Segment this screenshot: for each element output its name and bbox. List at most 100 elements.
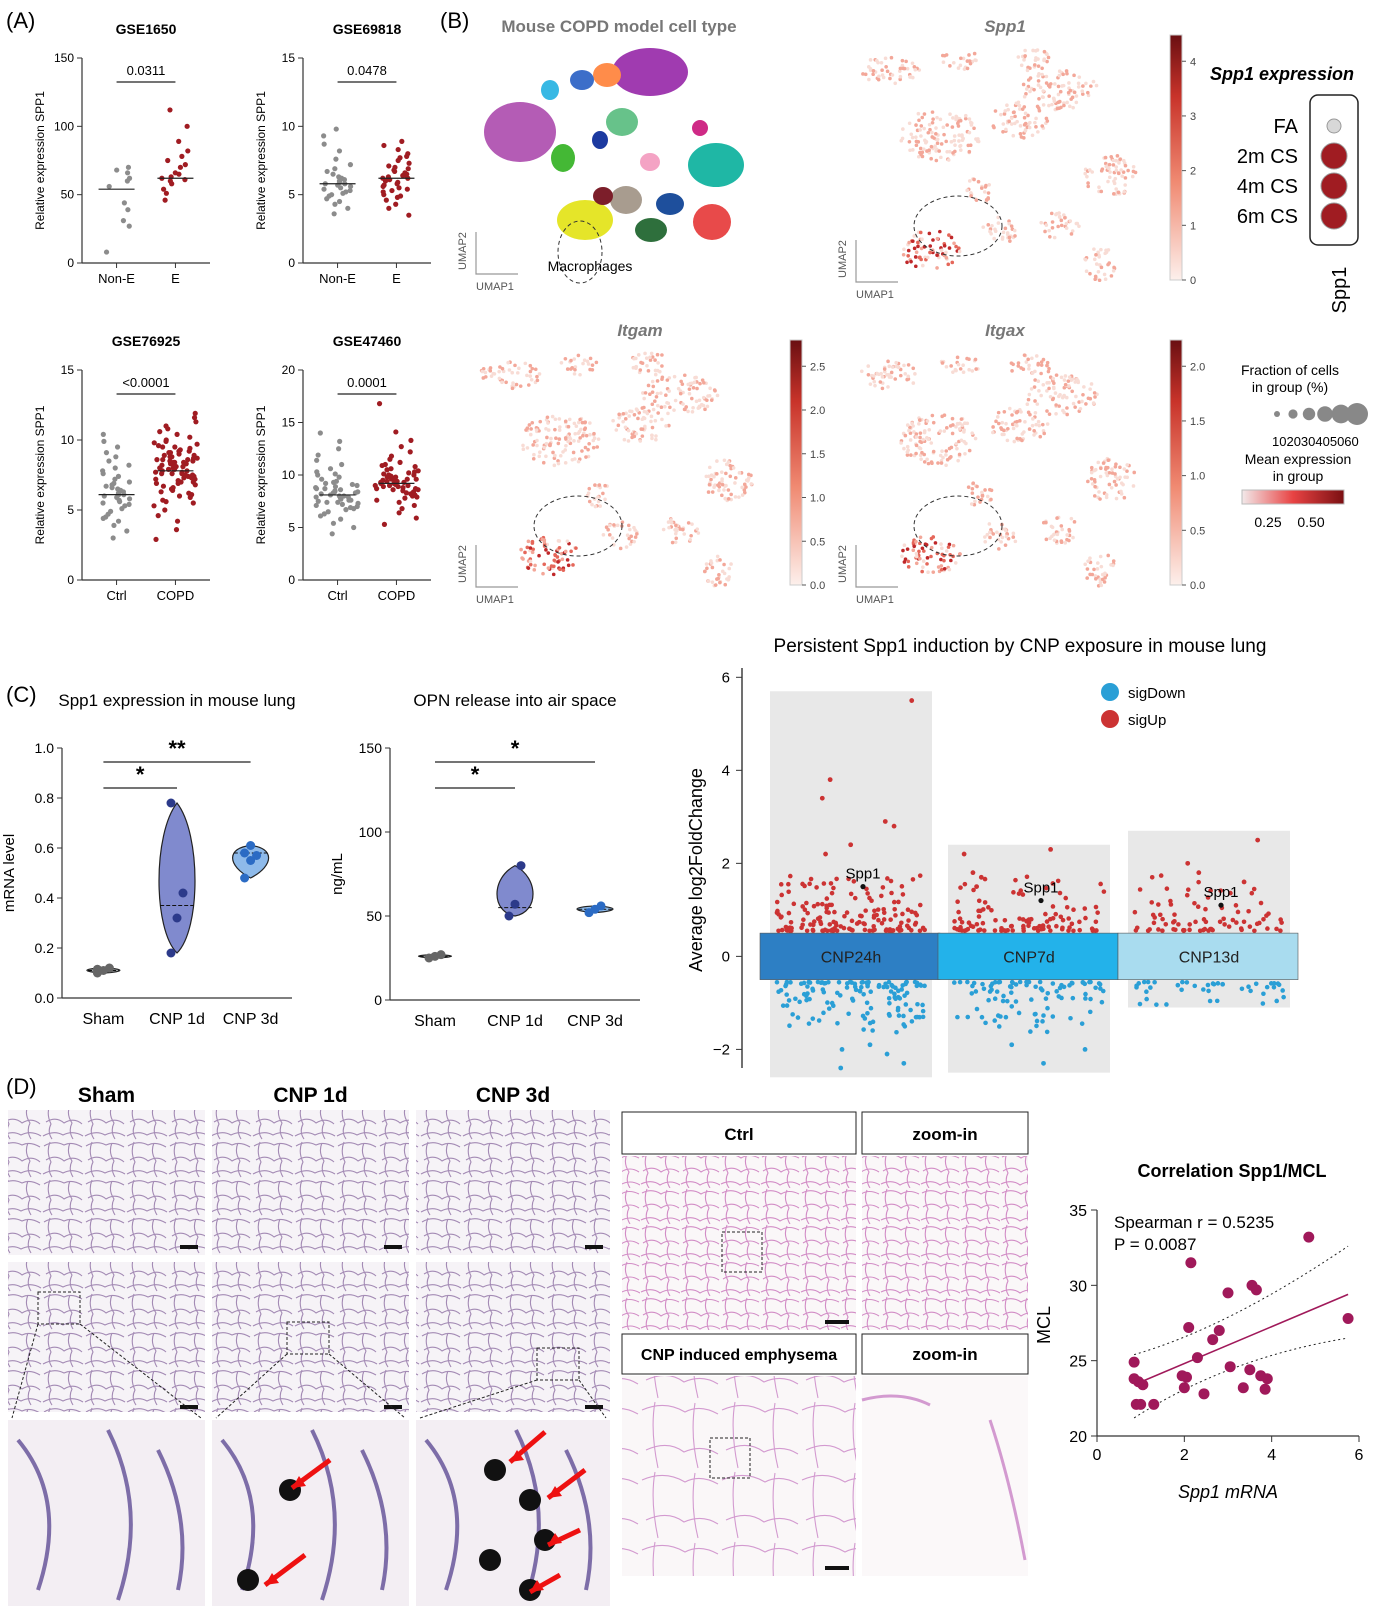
sig-up-point <box>879 893 884 899</box>
cell-point <box>572 357 577 361</box>
cell-point <box>1034 116 1038 121</box>
sig-up-point <box>1222 922 1227 927</box>
histology-image <box>8 1110 205 1255</box>
data-point <box>126 479 133 485</box>
cell-point <box>481 376 486 380</box>
sig-up-point <box>1145 928 1151 934</box>
cell-point <box>938 429 943 433</box>
cell-point <box>905 423 910 427</box>
sig-down-point <box>1001 993 1006 999</box>
dotplot-group-label: 4m CS <box>1237 176 1298 198</box>
cell-point <box>961 56 966 61</box>
cell-point <box>636 416 640 421</box>
sig-down-point <box>1206 988 1211 994</box>
cell-point <box>1057 394 1061 399</box>
cell-point <box>706 394 710 398</box>
cell-point <box>982 190 987 194</box>
cell-point <box>958 367 963 371</box>
cell-point <box>1039 371 1043 376</box>
cell-point <box>1126 168 1130 173</box>
sig-down-point <box>915 1001 920 1007</box>
cell-point <box>1007 119 1011 124</box>
sig-up-point <box>802 907 808 913</box>
significance-label: * <box>471 762 480 787</box>
cell-point <box>929 545 934 550</box>
histology-column-title: Sham <box>78 1084 135 1107</box>
cell-point <box>920 263 925 268</box>
sig-down-point <box>1253 981 1259 987</box>
sig-down-point <box>1144 989 1149 994</box>
cell-point <box>1059 540 1064 545</box>
cell-point <box>588 356 593 361</box>
cell-point <box>1093 395 1097 399</box>
cell-point <box>906 363 911 367</box>
cell-point <box>1083 562 1088 567</box>
cell-point <box>914 123 918 127</box>
cell-point <box>905 444 910 449</box>
cell-point <box>715 459 719 463</box>
cell-point <box>525 446 530 450</box>
cell-point <box>900 136 905 141</box>
data-point <box>331 211 337 217</box>
cell-point <box>1131 484 1136 488</box>
cell-point <box>942 53 947 58</box>
cell-point <box>983 539 988 544</box>
sig-down-point <box>1057 985 1063 991</box>
cell-point <box>890 365 895 369</box>
sig-up-point <box>1239 927 1244 933</box>
sig-down-point <box>981 986 987 992</box>
sig-up-point <box>786 910 792 916</box>
data-point <box>341 493 347 499</box>
cell-point <box>590 363 595 367</box>
cell-point <box>568 437 573 441</box>
cell-point <box>643 391 648 395</box>
data-point <box>173 527 180 533</box>
y-tick-label: 2 <box>722 855 730 872</box>
data-point <box>185 457 191 463</box>
data-point <box>176 138 182 144</box>
cell-point <box>1067 529 1072 533</box>
cell-point <box>969 502 974 506</box>
cell-point <box>996 421 1001 426</box>
cell-point <box>886 385 890 389</box>
zoom-line <box>328 1353 406 1419</box>
cell-point <box>959 56 963 61</box>
sig-down-point <box>1260 1001 1266 1006</box>
cell-point <box>880 68 884 73</box>
umap-title-itgam: Itgam <box>617 321 662 340</box>
cell-point <box>648 358 653 362</box>
data-point <box>103 249 110 255</box>
cell-point <box>1098 580 1103 585</box>
cell-point <box>642 396 646 401</box>
sig-down-point <box>1041 1013 1046 1018</box>
cell-point <box>949 558 953 563</box>
data-point <box>336 474 342 480</box>
cell-point <box>925 419 930 423</box>
cell-point <box>1112 479 1117 484</box>
x-tick-label: CNP 3d <box>567 1013 623 1030</box>
cell-point <box>969 191 973 195</box>
cell-point <box>1080 89 1085 94</box>
cell-point <box>666 401 671 406</box>
cell-point <box>546 421 550 425</box>
cell-point <box>626 428 631 433</box>
cell-point <box>718 558 722 562</box>
cell-point <box>1041 103 1046 107</box>
zoom-box <box>709 1437 751 1479</box>
cell-point <box>1085 174 1089 179</box>
sig-down-point <box>888 989 894 994</box>
cell-point <box>1060 527 1065 532</box>
cell-point <box>586 362 591 366</box>
cell-point <box>889 55 894 60</box>
cell-point <box>1073 405 1077 409</box>
data-point <box>330 171 336 177</box>
cell-point <box>887 364 892 369</box>
cell-point <box>1088 387 1092 391</box>
cell-point <box>740 485 744 490</box>
sig-down-point <box>1099 999 1105 1005</box>
cell-point <box>973 357 978 362</box>
data-point <box>345 205 351 211</box>
sig-down-point <box>853 987 859 993</box>
cell-point <box>528 374 533 378</box>
cell-point <box>914 551 919 556</box>
